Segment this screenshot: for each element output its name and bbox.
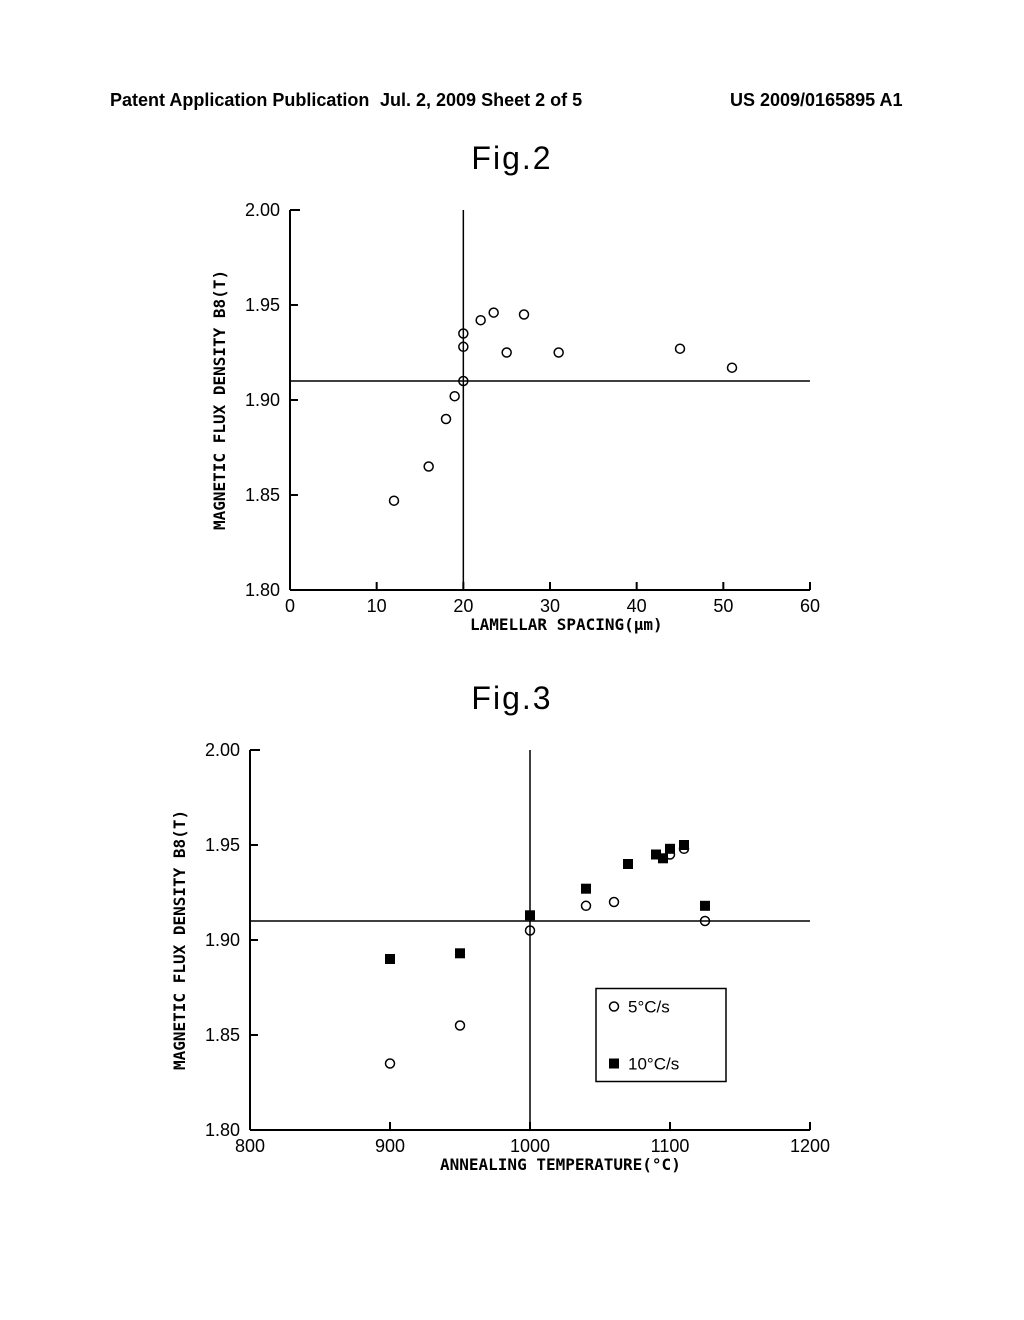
svg-text:1000: 1000	[510, 1136, 550, 1156]
svg-text:1.80: 1.80	[245, 580, 280, 600]
svg-text:2.00: 2.00	[205, 740, 240, 760]
header-mid: Jul. 2, 2009 Sheet 2 of 5	[380, 90, 582, 111]
svg-text:2.00: 2.00	[245, 200, 280, 220]
svg-text:0: 0	[285, 596, 295, 616]
svg-text:30: 30	[540, 596, 560, 616]
fig3-ylabel: MAGNETIC FLUX DENSITY B8(T)	[170, 810, 189, 1070]
fig2-plot: 1.80 1.85 1.90 1.95 2.00 0 10 20 30 40 50 60	[230, 200, 850, 640]
header-left: Patent Application Publication	[110, 90, 369, 111]
fig3-xlabel: ANNEALING TEMPERATURE(°C)	[440, 1155, 681, 1174]
svg-text:20: 20	[453, 596, 473, 616]
svg-text:10°C/s: 10°C/s	[628, 1055, 679, 1074]
svg-text:40: 40	[627, 596, 647, 616]
svg-text:1.95: 1.95	[245, 295, 280, 315]
fig3-title: Fig.3	[0, 680, 1024, 717]
fig2-chart: MAGNETIC FLUX DENSITY B8(T) 1.801.851.90…	[230, 200, 850, 640]
fig2-title: Fig.2	[0, 140, 1024, 177]
svg-text:1.90: 1.90	[245, 390, 280, 410]
svg-text:5°C/s: 5°C/s	[628, 998, 670, 1017]
fig2-ylabel: MAGNETIC FLUX DENSITY B8(T)	[210, 270, 229, 530]
svg-text:1200: 1200	[790, 1136, 830, 1156]
fig3-chart: MAGNETIC FLUX DENSITY B8(T) 1.801.851.90…	[190, 740, 870, 1180]
fig3-plot: 1.801.851.901.952.008009001000110012005°…	[190, 740, 870, 1180]
header-right: US 2009/0165895 A1	[730, 90, 902, 111]
svg-text:10: 10	[367, 596, 387, 616]
svg-text:1.85: 1.85	[205, 1025, 240, 1045]
svg-text:800: 800	[235, 1136, 265, 1156]
svg-text:900: 900	[375, 1136, 405, 1156]
svg-text:1.85: 1.85	[245, 485, 280, 505]
fig2-xlabel: LAMELLAR SPACING(μm)	[470, 615, 663, 634]
svg-text:1100: 1100	[651, 1136, 690, 1156]
svg-text:1.95: 1.95	[205, 835, 240, 855]
svg-text:1.90: 1.90	[205, 930, 240, 950]
svg-text:50: 50	[713, 596, 733, 616]
svg-text:60: 60	[800, 596, 820, 616]
